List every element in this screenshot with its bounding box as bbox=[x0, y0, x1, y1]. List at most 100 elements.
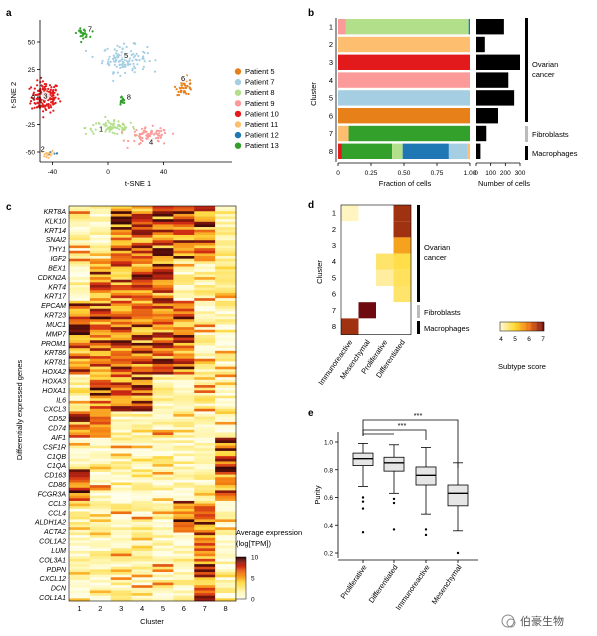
heatmap-cell bbox=[173, 519, 195, 523]
heatmap-cell bbox=[173, 458, 195, 462]
legend-label: Patient 7 bbox=[245, 78, 275, 87]
tsne-point bbox=[49, 111, 52, 114]
heatmap-cell bbox=[131, 266, 153, 270]
heatmap-cell bbox=[89, 471, 112, 475]
heatmap-cell bbox=[215, 353, 237, 357]
tsne-point bbox=[59, 100, 62, 103]
heatmap-cell bbox=[194, 253, 216, 257]
heatmap-cell bbox=[131, 572, 153, 575]
subtype-cell bbox=[393, 318, 411, 335]
heatmap-cell bbox=[110, 553, 132, 557]
heatmap-cell bbox=[152, 527, 174, 531]
tsne-point bbox=[126, 60, 129, 63]
heatmap-cell bbox=[131, 324, 153, 328]
fraction-bar-segment bbox=[338, 19, 346, 35]
tsne-point bbox=[49, 154, 53, 157]
heatmap-cell bbox=[173, 285, 195, 288]
heatmap-cell bbox=[173, 440, 195, 444]
heatmap-cell bbox=[89, 482, 112, 486]
tsne-point bbox=[133, 130, 136, 133]
heatmap-cell bbox=[173, 261, 195, 265]
heatmap-cell bbox=[89, 377, 112, 381]
heatmap-cell bbox=[89, 590, 112, 594]
subtype-scale-step bbox=[517, 322, 519, 331]
heatmap-cell bbox=[194, 421, 216, 425]
heatmap-cell bbox=[131, 474, 153, 478]
subtype-cell bbox=[376, 302, 394, 319]
heatmap-cell bbox=[173, 579, 195, 583]
heatmap-cell bbox=[131, 495, 153, 499]
heatmap-cell bbox=[152, 282, 174, 286]
heatmap-cell bbox=[152, 550, 174, 554]
heatmap-cell bbox=[215, 548, 237, 552]
watermark-text: 伯豪生物 bbox=[520, 614, 564, 628]
tsne-point bbox=[127, 63, 130, 67]
fraction-bar-segment bbox=[392, 143, 403, 159]
heatmap-cell bbox=[194, 485, 216, 489]
heatmap-cell bbox=[173, 527, 195, 531]
heatmap-cell bbox=[215, 303, 237, 307]
fraction-bar-segment bbox=[338, 54, 470, 70]
heatmap-cell bbox=[152, 287, 174, 291]
tsne-point bbox=[134, 54, 137, 57]
heatmap-cell bbox=[215, 327, 237, 331]
heatmap-cell bbox=[89, 506, 112, 510]
heatmap-cell bbox=[173, 274, 195, 278]
expression-scale-step bbox=[236, 574, 246, 576]
heatmap-cell bbox=[173, 295, 195, 299]
heatmap-cell bbox=[215, 435, 237, 439]
heatmap-cell bbox=[110, 522, 132, 525]
subtype-scale-step bbox=[513, 322, 515, 331]
tsne-point bbox=[52, 152, 55, 155]
heatmap-cell bbox=[173, 240, 195, 244]
heatmap-cell bbox=[152, 364, 174, 367]
heatmap-cell bbox=[173, 353, 195, 357]
expression-heatmap: KRT8AKLK10KRT14SNAI2THY1IGF2BEX1CDKN2AKR… bbox=[15, 205, 302, 626]
expression-scale-step bbox=[236, 582, 246, 584]
tsne-point bbox=[141, 137, 144, 140]
heatmap-cell bbox=[69, 398, 91, 402]
legend-label: Patient 5 bbox=[245, 67, 275, 76]
tsne-point bbox=[122, 127, 125, 131]
heatmap-cell bbox=[89, 548, 112, 552]
tsne-point bbox=[29, 102, 32, 105]
heatmap-cell bbox=[194, 429, 216, 433]
heatmap-cell bbox=[173, 345, 195, 349]
heatmap-cell bbox=[173, 595, 195, 599]
heatmap-cell bbox=[110, 300, 132, 304]
heatmap-cell bbox=[69, 545, 91, 549]
heatmap-cell bbox=[131, 414, 153, 417]
tsne-point bbox=[157, 129, 161, 133]
tsne-point bbox=[145, 130, 148, 133]
heatmap-cell bbox=[173, 495, 195, 499]
heatmap-cell bbox=[173, 348, 195, 352]
legend-marker bbox=[234, 110, 242, 118]
legend-marker bbox=[234, 142, 242, 149]
heatmap-cell bbox=[173, 574, 195, 578]
heatmap-cell bbox=[89, 577, 112, 581]
heatmap-cell bbox=[194, 298, 216, 302]
gene-label: THY1 bbox=[48, 247, 66, 254]
heatmap-cell bbox=[215, 400, 237, 404]
purity-boxplot: 0.20.40.60.81.0ProliferativeDifferentiat… bbox=[313, 411, 478, 612]
tsne-point bbox=[153, 133, 156, 136]
tsne-point bbox=[55, 152, 59, 155]
heatmap-cell bbox=[131, 482, 153, 486]
tsne-point bbox=[121, 65, 125, 68]
heatmap-cell bbox=[173, 300, 195, 304]
heatmap-cell bbox=[89, 282, 112, 286]
box-outlier bbox=[424, 533, 428, 537]
subtype-cluster-label: 5 bbox=[332, 273, 336, 282]
fraction-bar-segment bbox=[341, 143, 393, 159]
heatmap-cell bbox=[194, 285, 216, 288]
heatmap-cell bbox=[152, 337, 174, 341]
gene-label: FCGR3A bbox=[38, 491, 67, 498]
heatmap-cell bbox=[69, 237, 91, 241]
heatmap-cell bbox=[69, 340, 91, 344]
tsne-point bbox=[45, 152, 48, 155]
tsne-point bbox=[180, 84, 183, 87]
heatmap-cell bbox=[215, 540, 237, 544]
tsne-point bbox=[111, 123, 114, 126]
